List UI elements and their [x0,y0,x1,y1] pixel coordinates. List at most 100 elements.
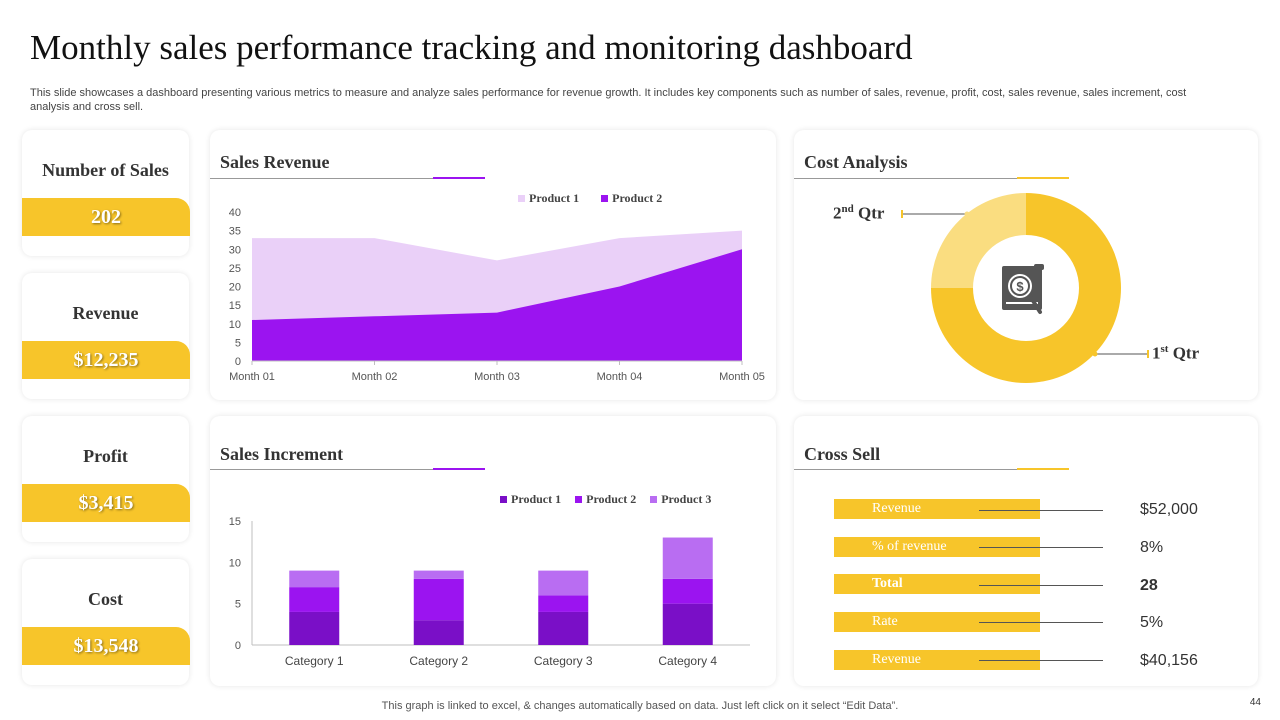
legend-item: Product 1 [518,191,579,206]
y-tick-label: 15 [229,300,241,312]
footer-note: This graph is linked to excel, & changes… [381,700,899,712]
panel-accent [1017,177,1069,179]
kpi-label: Profit [83,446,128,466]
y-tick-label: 25 [229,263,241,275]
chart-legend: Product 1 Product 2 Product 3 [500,492,711,507]
icon-corner [1034,264,1044,270]
cross-sell-label: % of revenue [834,537,1040,557]
bar-segment [662,537,713,579]
bar-segment [289,570,340,588]
legend-label: Product 3 [661,492,712,506]
x-tick-label: Category 3 [534,654,593,668]
panel-title: Sales Increment [220,444,344,464]
panel-divider [794,469,1069,470]
y-tick-label: 0 [235,640,241,652]
legend-label: Product 1 [529,191,580,205]
legend-label: Product 2 [612,191,663,205]
y-tick-label: 10 [229,557,241,569]
area-series [252,249,742,361]
donut-label-1st-qtr: 1st Qtr [1152,343,1200,363]
leader-dot [964,211,970,217]
panel-accent [1017,468,1069,470]
cross-sell-value: $40,156 [1140,652,1198,669]
cross-sell-value: 5% [1140,614,1164,631]
legend-item: Product 3 [650,492,711,507]
y-tick-label: 10 [229,319,241,331]
kpi-value: $3,415 [22,484,190,522]
panel-divider [210,469,485,470]
dollar-glyph: $ [1016,279,1024,294]
kpi-card-number-of-sales: Number of Sales 202 [22,130,190,256]
y-tick-label: 20 [229,282,241,294]
chart-legend: Product 1 Product 2 [518,191,662,206]
icon-line [1006,302,1038,304]
sales-revenue-chart: 0 5 10 15 20 25 30 35 40 Month 01 Month 02 Month 03… [229,207,765,383]
y-tick-label: 15 [229,516,241,528]
x-tick-label: Month 04 [597,371,643,383]
bar-segment [662,578,713,604]
leader-dot [1092,351,1098,357]
y-tick-label: 5 [235,337,241,349]
kpi-label: Number of Sales [42,160,169,180]
x-tick-label: Category 4 [658,654,717,668]
donut-label-2nd-qtr: 2nd Qtr [833,203,885,223]
cross-sell-value: 28 [1140,577,1158,594]
x-tick-label: Month 02 [352,371,398,383]
cross-sell-connector [979,585,1103,586]
x-tick-label: Month 01 [229,371,275,383]
sales-increment-chart: 0 5 10 15 Category 1 Category 2 Category 3 Cate… [229,516,750,668]
cross-sell-connector [979,660,1103,661]
kpi-value: 202 [22,198,190,236]
donut-slice [931,193,1026,288]
panel-title: Cost Analysis [804,152,908,172]
cross-sell-label: Revenue [834,499,1040,519]
panel-title: Sales Revenue [220,152,330,172]
cross-sell-value: $52,000 [1140,501,1198,518]
bar-segment [538,570,589,596]
kpi-value: $13,548 [22,627,190,665]
x-tick-label: Category 2 [409,654,468,668]
kpi-value: $12,235 [22,341,190,379]
cross-sell-label: Rate [834,612,1040,632]
kpi-card-profit: Profit $3,415 [22,416,190,542]
legend-swatch [601,195,609,202]
cost-analysis-chart: $ [901,193,1149,383]
y-tick-label: 30 [229,244,241,256]
legend-item: Product 2 [575,492,636,507]
cross-sell-connector [979,622,1103,623]
page-title: Monthly sales performance tracking and m… [30,28,913,67]
y-tick-label: 5 [235,599,241,611]
bar-segment [413,620,464,645]
legend-item: Product 2 [601,191,662,206]
sales-increment-panel: Sales Increment Product 1 Product 2 Prod… [210,416,776,686]
x-tick-label: Category 1 [285,654,344,668]
icon-lens-ring [1010,276,1030,296]
donut-slice [931,193,1121,383]
bar-segment [662,603,713,645]
panel-title: Cross Sell [804,444,881,464]
cross-sell-value: 8% [1140,539,1164,556]
y-tick-label: 0 [235,356,241,368]
legend-swatch [500,496,507,503]
y-tick-label: 40 [229,207,241,219]
bar-segment [289,587,340,612]
cross-sell-connector [979,547,1103,548]
legend-swatch [650,496,658,503]
legend-label: Product 1 [511,492,562,506]
panel-accent [433,468,485,470]
cross-sell-label: Total [834,574,1040,594]
legend-swatch [575,496,583,503]
icon-handle [1028,294,1042,314]
legend-swatch [518,195,525,202]
cross-sell-connector [979,510,1103,511]
kpi-label: Cost [88,589,123,609]
panel-divider [794,178,1069,179]
x-tick-label: Month 03 [474,371,520,383]
kpi-card-cost: Cost $13,548 [22,559,190,685]
panel-divider [210,178,485,179]
bar-segment [289,611,340,645]
sales-revenue-panel: Sales Revenue Product 1 Product 2 0 5 10 15… [210,130,776,400]
y-tick-label: 35 [229,226,241,238]
dollar-analysis-icon: $ [1002,264,1044,314]
bar-segment [413,578,464,621]
